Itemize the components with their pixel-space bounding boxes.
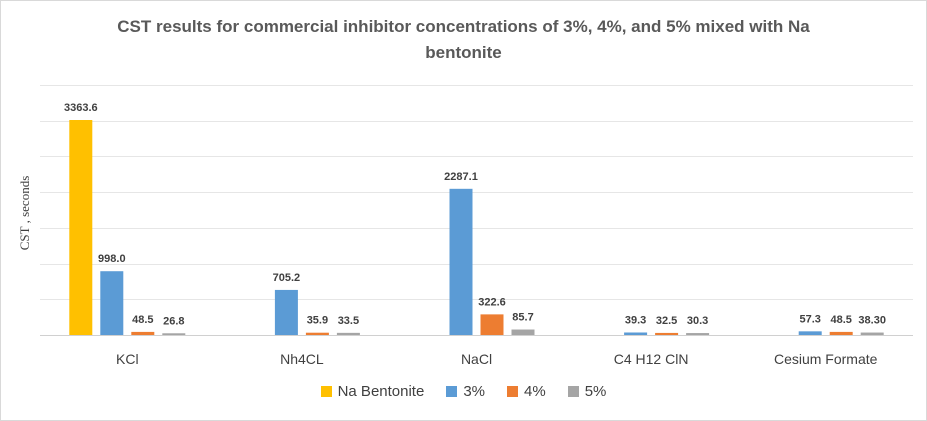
- legend-item-4pct: 4%: [507, 383, 546, 400]
- data-label: 57.3: [799, 313, 820, 325]
- legend-label-3pct: 3%: [463, 383, 486, 400]
- bar-na-bentonite-0: [69, 120, 93, 335]
- data-label: 705.2: [273, 272, 301, 284]
- bar-4pct-3: [655, 332, 679, 335]
- legend-label-na-bentonite: Na Bentonite: [337, 383, 425, 400]
- bar-3pct-0: [100, 271, 124, 335]
- legend-swatch-3pct: [446, 386, 458, 397]
- bar-3pct-4: [798, 331, 822, 335]
- data-label: 48.5: [830, 314, 851, 326]
- legend-item-5pct: 5%: [567, 383, 607, 400]
- bar-3pct-3: [624, 332, 648, 335]
- data-label: 30.3: [687, 315, 708, 327]
- legend: Na Bentonite 3% 4% 5%: [0, 383, 927, 400]
- data-label: 26.8: [163, 315, 184, 327]
- legend-label-4pct: 4%: [524, 383, 546, 400]
- bar-4pct-0: [131, 331, 155, 335]
- bar-3pct-1: [274, 289, 298, 335]
- data-label: 2287.1: [444, 171, 478, 183]
- data-label: 998.0: [98, 253, 126, 265]
- bar-5pct-3: [686, 333, 710, 335]
- x-tick-label: NaCl: [461, 351, 492, 367]
- x-tick-label: Cesium Formate: [774, 351, 878, 367]
- data-label: 33.5: [338, 315, 359, 327]
- legend-swatch-na-bentonite: [320, 386, 332, 397]
- legend-label-5pct: 5%: [584, 383, 607, 400]
- bar-4pct-2: [480, 314, 504, 335]
- bar-3pct-2: [449, 188, 473, 335]
- bar-4pct-4: [829, 331, 853, 335]
- data-label: 35.9: [307, 315, 328, 327]
- bar-5pct-2: [511, 329, 535, 335]
- bar-5pct-1: [336, 332, 360, 335]
- data-label: 32.5: [656, 315, 677, 327]
- data-label: 39.3: [625, 314, 646, 326]
- data-label: 322.6: [478, 296, 506, 308]
- legend-item-3pct: 3%: [446, 383, 485, 400]
- legend-item-na-bentonite: Na Bentonite: [320, 383, 425, 400]
- data-label: 38.30: [858, 315, 886, 327]
- legend-swatch-5pct: [567, 386, 579, 397]
- x-tick-label: Nh4CL: [280, 351, 324, 367]
- data-label: 85.7: [512, 312, 533, 324]
- bar-5pct-4: [860, 332, 884, 335]
- bar-4pct-1: [305, 332, 329, 335]
- data-label: 48.5: [132, 314, 153, 326]
- legend-swatch-4pct: [507, 386, 519, 397]
- x-tick-label: C4 H12 ClN: [614, 351, 689, 367]
- x-tick-label: KCl: [116, 351, 139, 367]
- chart-title: CST results for commercial inhibitor con…: [117, 17, 810, 62]
- data-label: 3363.6: [64, 102, 98, 114]
- bar-5pct-0: [162, 333, 186, 335]
